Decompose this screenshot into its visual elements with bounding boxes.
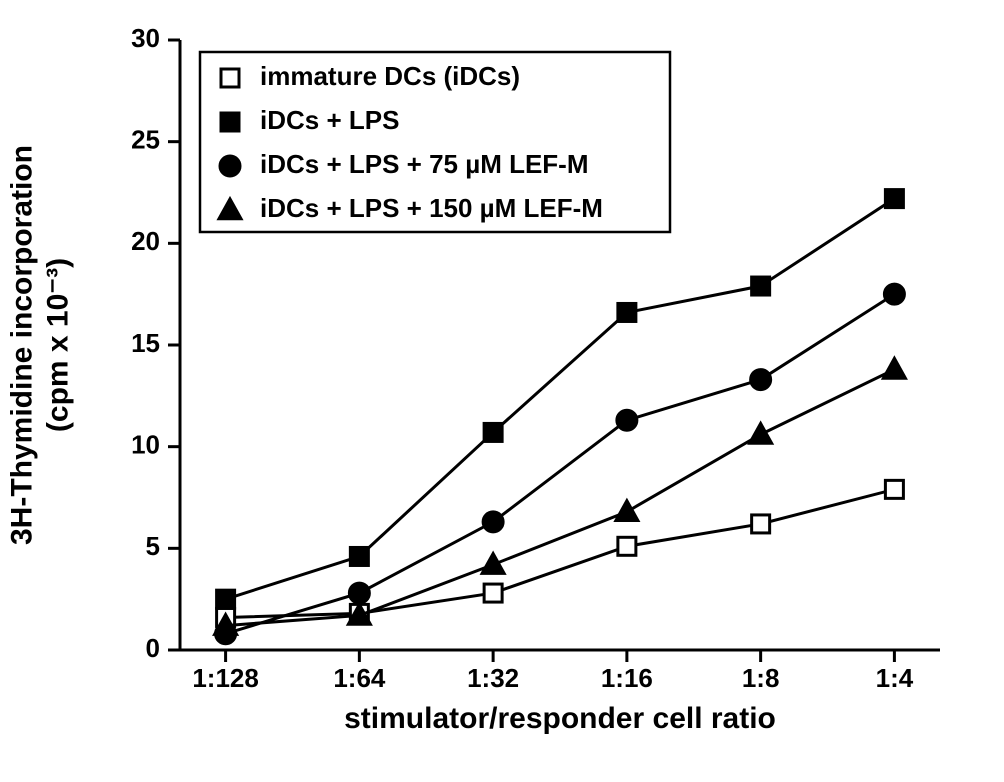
y-tick-label: 0 — [146, 633, 160, 663]
series-marker-idcs-lps-75 — [483, 512, 503, 532]
series-marker-idcs-lps — [885, 190, 903, 208]
series-marker-idcs — [484, 584, 502, 602]
x-tick-label: 1:16 — [601, 663, 653, 693]
series-line-idcs — [226, 489, 895, 617]
legend-marker-idcs-lps-75 — [220, 156, 240, 176]
series-marker-idcs-lps-75 — [884, 284, 904, 304]
series-marker-idcs-lps — [752, 277, 770, 295]
series-marker-idcs-lps-150 — [616, 501, 638, 521]
series-line-idcs-lps-75 — [226, 294, 895, 634]
series-marker-idcs — [885, 480, 903, 498]
series-marker-idcs-lps-150 — [750, 423, 772, 443]
y-tick-label: 25 — [131, 125, 160, 155]
line-chart: 0 5 10 15 20 25 30 1:128 1:64 1:32 1:16 1:8 1:4 3H-Th… — [0, 0, 1004, 782]
series-marker-idcs-lps — [350, 547, 368, 565]
y-tick-label: 10 — [131, 430, 160, 460]
series-marker-idcs-lps — [618, 303, 636, 321]
y-tick-label: 20 — [131, 226, 160, 256]
legend-label: iDCs + LPS + 75 µM LEF-M — [260, 149, 589, 179]
x-axis-title: stimulator/responder cell ratio — [344, 702, 776, 735]
series-marker-idcs-lps — [217, 590, 235, 608]
x-tick-label: 1:4 — [876, 663, 914, 693]
y-tick-label: 15 — [131, 328, 160, 358]
chart-container: { "chart": { "type": "line", "background… — [0, 0, 1004, 782]
x-tick-label: 1:8 — [742, 663, 780, 693]
legend-marker-idcs — [221, 69, 239, 87]
legend-label: iDCs + LPS + 150 µM LEF-M — [260, 193, 603, 223]
series-marker-idcs-lps — [484, 423, 502, 441]
series-marker-idcs — [752, 515, 770, 533]
series-marker-idcs-lps-75 — [751, 370, 771, 390]
series-marker-idcs-lps-150 — [883, 358, 905, 378]
legend-label: iDCs + LPS — [260, 105, 399, 135]
series-line-idcs-lps-150 — [226, 369, 895, 625]
y-tick-label: 5 — [146, 531, 160, 561]
series-marker-idcs-lps-150 — [482, 554, 504, 574]
x-tick-label: 1:128 — [192, 663, 259, 693]
legend-label: immature DCs (iDCs) — [260, 61, 520, 91]
x-tick-label: 1:32 — [467, 663, 519, 693]
x-tick-label: 1:64 — [333, 663, 386, 693]
y-tick-label: 30 — [131, 23, 160, 53]
series-marker-idcs-lps-75 — [617, 410, 637, 430]
y-axis-title: 3H-Thymidine incorporation(cpm x 10⁻³) — [6, 145, 75, 545]
legend-marker-idcs-lps — [221, 113, 239, 131]
series-marker-idcs — [618, 537, 636, 555]
series-marker-idcs-lps-75 — [349, 583, 369, 603]
